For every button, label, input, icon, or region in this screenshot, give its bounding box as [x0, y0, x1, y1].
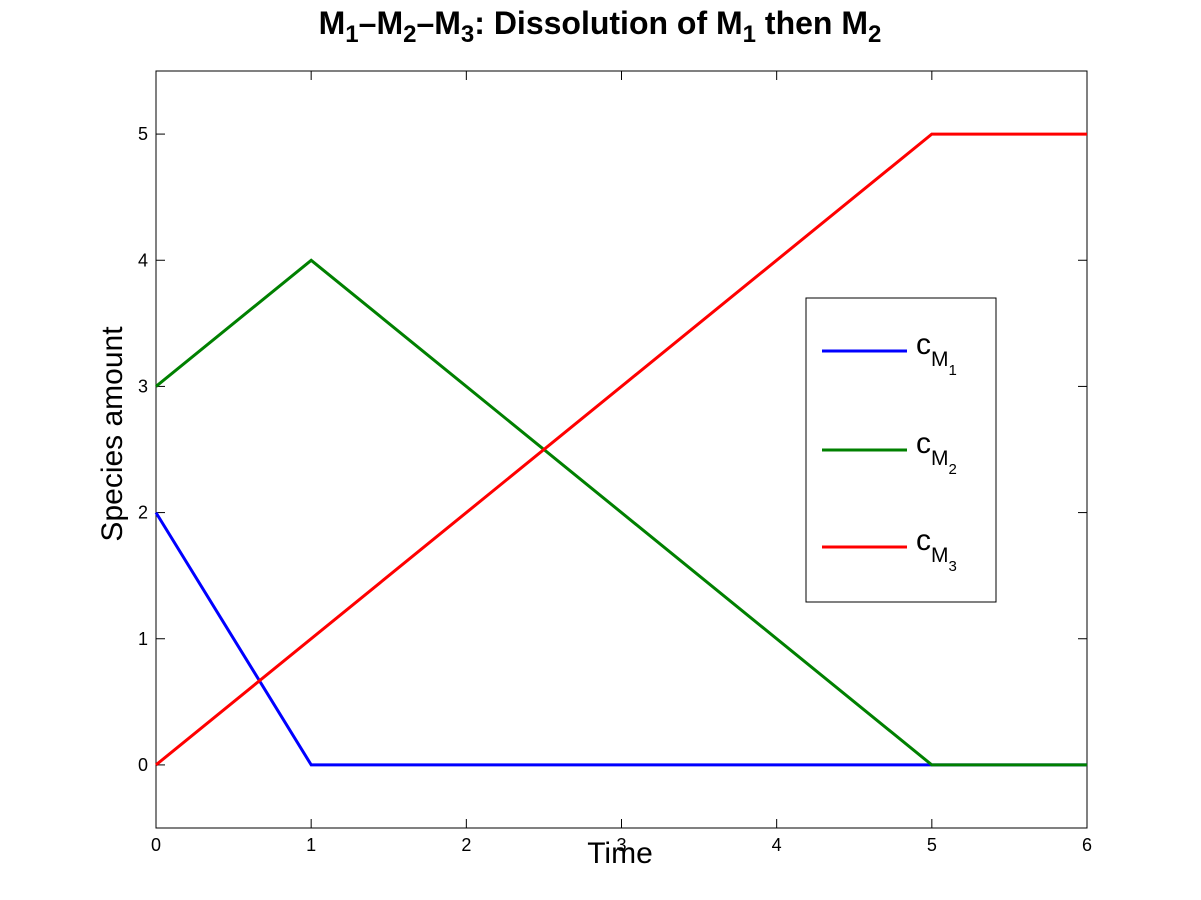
x-tick-label: 6 — [1082, 835, 1092, 855]
legend-entry-3: cM3 — [822, 524, 957, 575]
series-line-3 — [155, 132, 1087, 767]
legend-label: cM3 — [916, 524, 957, 575]
axis-ticks: 0 1 2 3 4 5 6 0 1 2 3 4 5 — [138, 71, 1092, 855]
legend: cM1 cM2 cM3 — [805, 297, 997, 603]
y-tick-label: 2 — [138, 503, 148, 523]
legend-entry-2: cM2 — [822, 427, 957, 478]
series-line-2 — [155, 258, 1087, 767]
x-tick-label: 5 — [927, 835, 937, 855]
y-tick-label: 0 — [138, 755, 148, 775]
x-tick-label: 0 — [151, 835, 161, 855]
y-tick-label: 5 — [138, 124, 148, 144]
chart-title: M1–M2–M3: Dissolution of M1 then M2 — [319, 5, 882, 48]
x-tick-label: 3 — [616, 835, 626, 855]
x-axis-label: Time — [587, 837, 653, 870]
y-axis-label: Species amount — [96, 326, 129, 542]
series-lines — [154, 132, 1087, 767]
x-tick-label: 2 — [461, 835, 471, 855]
y-tick-label: 4 — [138, 250, 148, 270]
y-tick-label: 3 — [138, 376, 148, 396]
legend-entry-1: cM1 — [822, 328, 957, 379]
y-tick-label: 1 — [138, 629, 148, 649]
legend-label: cM1 — [916, 328, 957, 379]
x-tick-label: 1 — [306, 835, 316, 855]
legend-label: cM2 — [916, 427, 957, 478]
x-tick-label: 4 — [772, 835, 782, 855]
